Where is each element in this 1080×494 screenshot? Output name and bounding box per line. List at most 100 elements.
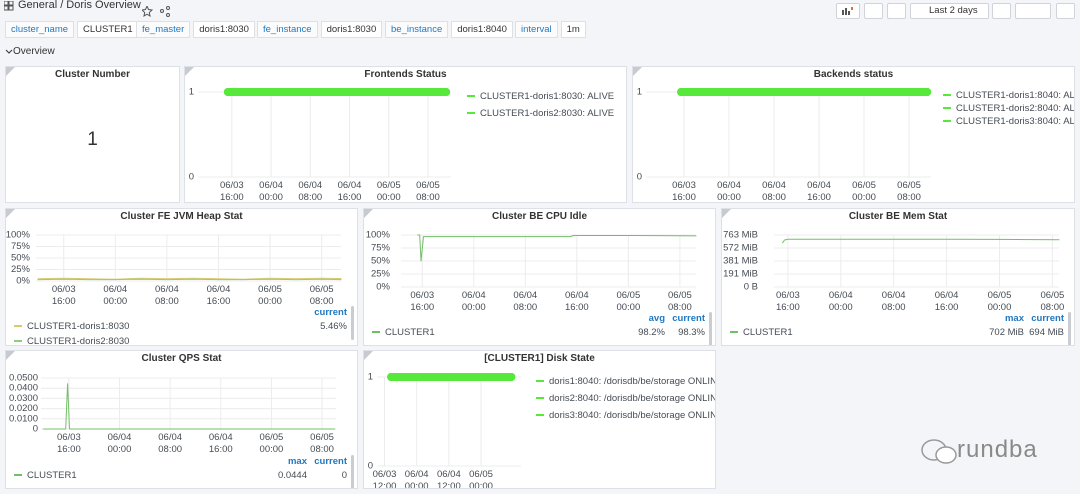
y-tick-label: 75%	[371, 243, 391, 254]
x-tick-label: 06/05 08:00	[310, 432, 334, 455]
legend-item[interactable]: doris2:8040: /dorisdb/be/storage ONLINE	[536, 393, 715, 404]
panel-title[interactable]: Cluster QPS Stat	[141, 353, 222, 364]
save-button[interactable]	[864, 3, 883, 19]
panel-info-corner	[6, 67, 15, 76]
x-tick-label: 06/05 08:00	[897, 180, 921, 203]
legend-swatch	[372, 331, 380, 334]
row-title[interactable]: Overview	[13, 46, 55, 57]
legend-column-header[interactable]: current	[1031, 313, 1064, 324]
y-tick-label: 0	[368, 461, 373, 472]
y-tick-label: 1	[368, 372, 373, 383]
x-tick-label: 06/05 00:00	[376, 180, 401, 203]
panel: Cluster Number 1	[5, 66, 180, 203]
series-line	[37, 277, 342, 280]
variable-value[interactable]: CLUSTER1	[77, 21, 139, 38]
x-tick-label: 06/04 16:00	[934, 290, 959, 313]
legend-value: 694 MiB	[1029, 327, 1064, 338]
refresh-button[interactable]	[1015, 3, 1051, 19]
legend-item[interactable]: CLUSTER1-doris1:8030	[14, 321, 129, 332]
panel-title[interactable]: [CLUSTER1] Disk State	[484, 353, 595, 364]
legend-column-header[interactable]: current	[672, 313, 705, 324]
x-tick-label: 06/05 08:00	[416, 180, 440, 203]
panel: Cluster FE JVM Heap Stat 0% 25% 50% 75% 100% 0…	[5, 208, 358, 346]
legend-item[interactable]: CLUSTER1	[14, 470, 77, 481]
legend-swatch	[14, 474, 22, 477]
x-tick-label: 06/04 16:00	[208, 432, 233, 455]
variable-value[interactable]: 1m	[560, 21, 586, 38]
legend-swatch	[467, 95, 475, 98]
panel-title[interactable]: Frontends Status	[364, 69, 447, 80]
series-line	[43, 383, 336, 430]
y-tick-label: 0	[189, 172, 194, 183]
legend-label: CLUSTER1-doris1:8030	[27, 321, 130, 332]
variable: cluster_name CLUSTER1	[5, 21, 139, 38]
time-picker[interactable]: Last 2 days	[910, 3, 989, 19]
settings-button[interactable]	[887, 3, 906, 19]
panel-info-corner	[185, 67, 194, 76]
x-tick-label: 06/04 08:00	[513, 290, 538, 313]
legend-item[interactable]: doris1:8040: /dorisdb/be/storage ONLINE	[536, 376, 715, 387]
x-tick-label: 06/05 00:00	[616, 290, 641, 313]
legend-item[interactable]: CLUSTER1-doris1:8030: ALIVE	[467, 91, 614, 102]
zoom-out-button[interactable]	[992, 3, 1011, 19]
x-tick-label: 06/05 00:00	[259, 432, 284, 455]
panel-title[interactable]: Cluster Number	[54, 69, 130, 80]
variable-value[interactable]: doris1:8030	[193, 21, 255, 38]
panel-title[interactable]: Cluster BE CPU Idle	[491, 211, 588, 222]
y-tick-label: 191 MiB	[723, 268, 758, 279]
legend-item[interactable]: CLUSTER1	[730, 327, 793, 338]
variable-label: interval	[515, 21, 558, 38]
legend-swatch	[536, 380, 544, 383]
panel-title[interactable]: Cluster FE JVM Heap Stat	[120, 211, 243, 222]
panel-title[interactable]: Backends status	[813, 69, 894, 80]
variable-value[interactable]: doris1:8040	[451, 21, 513, 38]
panel-title[interactable]: Cluster BE Mem Stat	[848, 211, 948, 222]
x-tick-label: 06/05 08:00	[668, 290, 692, 313]
add-panel-button[interactable]	[836, 3, 860, 19]
legend-label: CLUSTER1-doris3:8040: ALIVE	[956, 116, 1075, 127]
title-icons[interactable]	[142, 6, 176, 18]
x-tick-label: 06/05 08:00	[309, 284, 334, 307]
plot: 01	[368, 372, 521, 472]
legend-swatch	[943, 94, 951, 97]
legend-item[interactable]: doris3:8040: /dorisdb/be/storage ONLINE	[536, 410, 715, 421]
breadcrumb[interactable]: General / Doris Overview	[18, 0, 141, 11]
legend-column-header[interactable]: current	[314, 307, 347, 318]
x-tick-label: 06/05 00:00	[987, 290, 1012, 313]
row-chevron[interactable]	[5, 48, 13, 56]
legend-swatch	[943, 107, 951, 110]
x-tick-label: 06/05 00:00	[852, 180, 876, 203]
y-tick-label: 0%	[376, 282, 390, 293]
legend-column-header[interactable]: avg	[648, 313, 665, 324]
legend-swatch	[536, 414, 544, 417]
x-tick-label: 06/04 00:00	[828, 290, 853, 313]
panel-info-corner	[722, 209, 731, 218]
plot: 0%25%50%75%100%	[6, 230, 342, 287]
legend-column-header[interactable]: current	[314, 456, 347, 467]
legend-item[interactable]: CLUSTER1-doris2:8030	[14, 336, 129, 345]
series-line	[782, 238, 1060, 244]
x-tick-label: 06/04 00:00	[461, 290, 486, 313]
variable-value[interactable]: doris1:8030	[320, 21, 383, 38]
legend-item[interactable]: CLUSTER1-doris2:8030: ALIVE	[467, 108, 614, 119]
x-tick-label: 06/04 00:00	[717, 180, 741, 203]
legend-item[interactable]: CLUSTER1-doris2:8040: ALIVE	[943, 103, 1074, 114]
legend-value: 0.0444	[277, 470, 307, 481]
x-tick-label: 06/03 16:00	[51, 284, 76, 307]
legend-label: CLUSTER1	[385, 327, 435, 338]
y-tick-label: 0	[637, 172, 642, 183]
panel: Cluster BE CPU Idle 0% 25% 50% 75% 100% 06/03 …	[363, 208, 716, 346]
plot: 0%25%50%75%100%	[366, 230, 697, 293]
legend-swatch	[730, 331, 738, 334]
legend-item[interactable]: CLUSTER1-doris3:8040: ALIVE	[943, 116, 1075, 127]
legend-item[interactable]: CLUSTER1-doris1:8040: ALIVE	[943, 90, 1074, 101]
legend-column-header[interactable]: max	[287, 456, 307, 467]
panel: Cluster QPS Stat 0 0.0100 0.0200 0.0300 0.040…	[5, 350, 358, 489]
kiosk-button[interactable]	[1056, 3, 1075, 19]
x-tick-label: 06/03 16:00	[775, 290, 800, 313]
legend-item[interactable]: CLUSTER1	[372, 327, 435, 338]
variable-label: fe_master	[136, 21, 191, 38]
x-tick-label: 06/04 00:00	[107, 432, 132, 455]
legend-column-header[interactable]: max	[1004, 313, 1024, 324]
